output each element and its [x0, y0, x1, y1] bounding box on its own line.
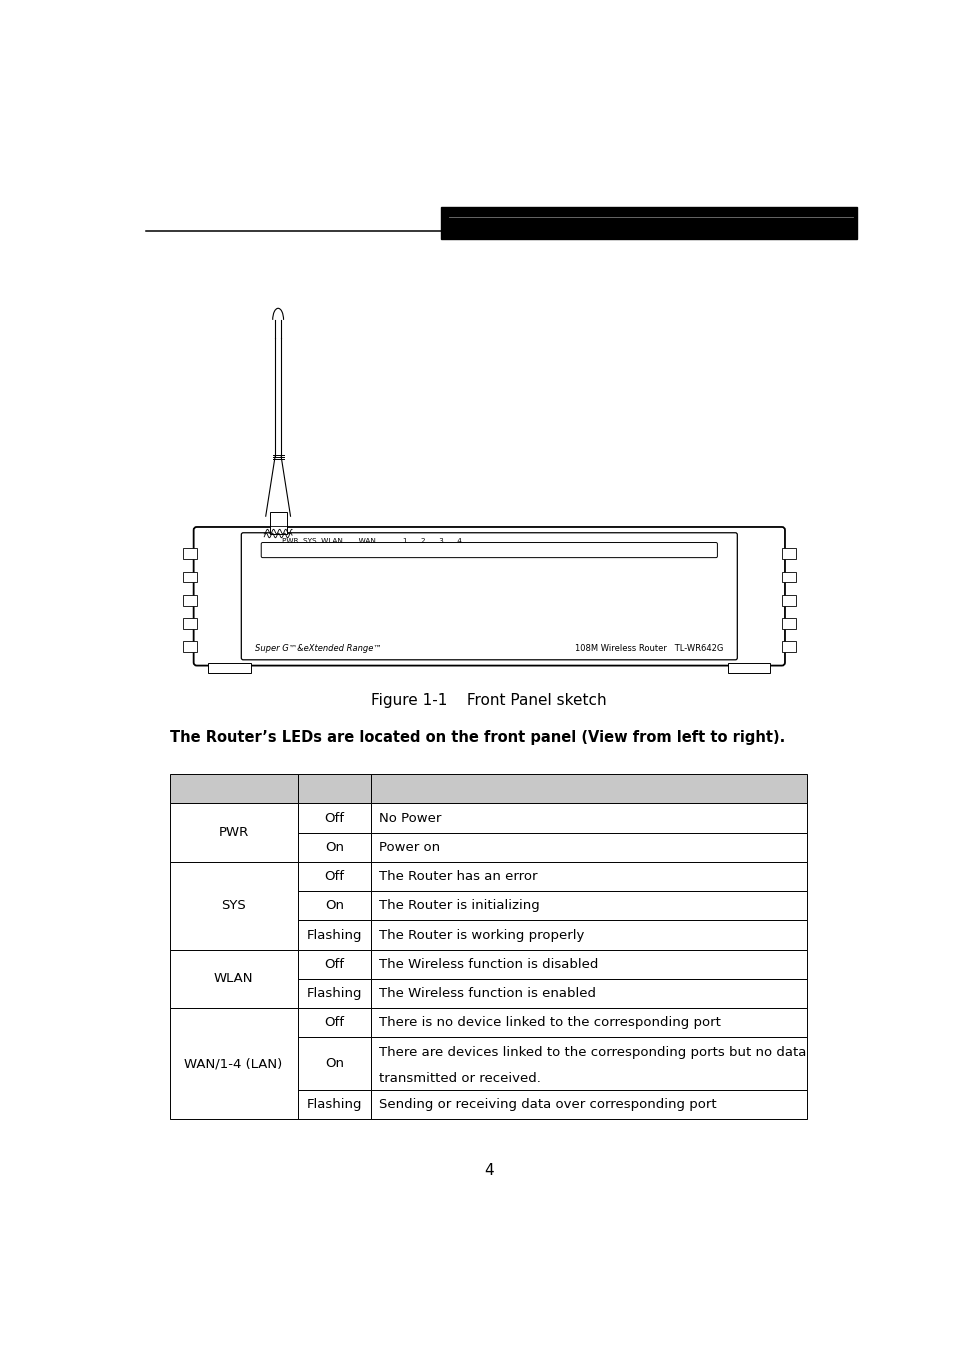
Text: There is no device linked to the corresponding port: There is no device linked to the corresp… — [378, 1017, 720, 1029]
FancyBboxPatch shape — [261, 543, 717, 558]
Bar — [371, 1038, 806, 1089]
Bar — [781, 548, 795, 559]
Bar — [170, 861, 297, 949]
Bar — [371, 1008, 806, 1038]
Bar — [183, 595, 196, 606]
Bar — [270, 513, 286, 533]
Text: PWR  SYS  WLAN       WAN            1      2      3      4: PWR SYS WLAN WAN 1 2 3 4 — [282, 537, 461, 544]
Bar — [297, 921, 371, 949]
Bar — [297, 949, 371, 979]
Text: Flashing: Flashing — [306, 1098, 362, 1111]
Bar — [183, 548, 196, 559]
Text: Figure 1-1    Front Panel sketch: Figure 1-1 Front Panel sketch — [371, 694, 606, 709]
Bar — [781, 595, 795, 606]
Text: Flashing: Flashing — [306, 987, 362, 1000]
Bar — [371, 891, 806, 921]
Bar — [297, 861, 371, 891]
Bar — [781, 571, 795, 582]
Text: Sending or receiving data over corresponding port: Sending or receiving data over correspon… — [378, 1098, 716, 1111]
FancyBboxPatch shape — [193, 526, 784, 666]
Text: The Wireless function is disabled: The Wireless function is disabled — [378, 958, 598, 971]
Bar — [727, 663, 769, 674]
Bar — [208, 663, 251, 674]
Bar — [371, 861, 806, 891]
Bar — [371, 949, 806, 979]
Bar — [371, 803, 806, 833]
Bar — [297, 1089, 371, 1119]
Text: Power on: Power on — [378, 841, 439, 853]
Text: The Router has an error: The Router has an error — [378, 869, 537, 883]
Bar — [297, 979, 371, 1008]
Text: No Power: No Power — [378, 811, 441, 825]
Bar — [781, 641, 795, 652]
Bar — [440, 207, 856, 239]
Text: 4: 4 — [483, 1164, 494, 1179]
Bar — [183, 641, 196, 652]
Text: WLAN: WLAN — [213, 972, 253, 986]
Bar — [297, 833, 371, 861]
Text: 108M Wireless Router   TL-WR642G: 108M Wireless Router TL-WR642G — [575, 644, 723, 653]
Text: Off: Off — [324, 811, 344, 825]
Bar — [297, 774, 371, 803]
Text: The Router is initializing: The Router is initializing — [378, 899, 539, 913]
Text: SYS: SYS — [221, 899, 246, 913]
Bar — [170, 774, 297, 803]
Text: transmitted or received.: transmitted or received. — [378, 1072, 540, 1085]
Text: There are devices linked to the corresponding ports but no data: There are devices linked to the correspo… — [378, 1046, 805, 1058]
Text: The Wireless function is enabled: The Wireless function is enabled — [378, 987, 596, 1000]
Bar — [297, 803, 371, 833]
Bar — [170, 1008, 297, 1119]
Bar — [170, 949, 297, 1008]
Text: The Router is working properly: The Router is working properly — [378, 929, 583, 941]
Text: The Router’s LEDs are located on the front panel (View from left to right).: The Router’s LEDs are located on the fro… — [170, 730, 784, 745]
Text: Off: Off — [324, 1017, 344, 1029]
FancyBboxPatch shape — [241, 533, 737, 660]
Bar — [371, 833, 806, 861]
Bar — [371, 921, 806, 949]
Text: WAN/1-4 (LAN): WAN/1-4 (LAN) — [184, 1057, 282, 1071]
Text: Off: Off — [324, 958, 344, 971]
Text: Super G™&eXtended Range™: Super G™&eXtended Range™ — [254, 644, 381, 653]
Bar — [371, 774, 806, 803]
Bar — [170, 803, 297, 861]
Bar — [371, 1089, 806, 1119]
Bar — [781, 618, 795, 629]
Text: Flashing: Flashing — [306, 929, 362, 941]
Bar — [297, 1008, 371, 1038]
Bar — [183, 571, 196, 582]
Text: On: On — [324, 841, 343, 853]
Bar — [183, 618, 196, 629]
Bar — [297, 1038, 371, 1089]
Text: On: On — [324, 899, 343, 913]
Text: PWR: PWR — [218, 826, 249, 840]
Bar — [297, 891, 371, 921]
Text: On: On — [324, 1057, 343, 1071]
Text: Off: Off — [324, 869, 344, 883]
Bar — [371, 979, 806, 1008]
